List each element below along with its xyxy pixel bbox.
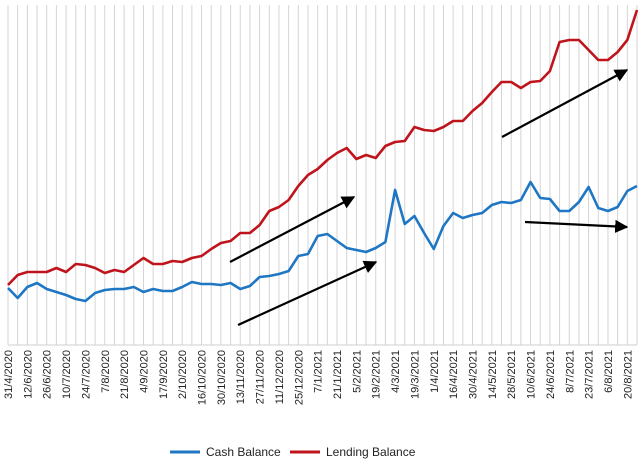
lines: [7, 9, 639, 303]
x-tick-label: 10/7/2020: [61, 350, 73, 399]
x-tick-label: 30/10/2020: [216, 350, 228, 405]
x-axis-labels: 31/4/2020 12/6/2020 26/6/2020 10/7/2020 24/7…: [3, 350, 634, 405]
x-tick-label: 19/2/2021: [371, 350, 383, 399]
x-tick-label: 19/3/2021: [409, 350, 421, 399]
x-tick-label: 28/5/2021: [506, 350, 518, 399]
x-tick-label: 21/8/2020: [119, 350, 131, 399]
x-tick-label: 1/4/2021: [429, 350, 441, 393]
arrow: [524, 219, 629, 234]
x-tick-label: 6/8/2021: [603, 350, 615, 393]
x-tick-label: 23/7/2021: [584, 350, 596, 399]
x-tick-label: 14/5/2021: [487, 350, 499, 399]
x-tick-label: 7/8/2020: [100, 350, 112, 393]
legend-label: Cash Balance: [206, 445, 281, 459]
x-tick-label: 12/6/2020: [22, 350, 34, 399]
x-tick-label: 13/11/2020: [235, 350, 247, 404]
x-tick-label: 31/4/2020: [3, 350, 15, 399]
x-tick-label: 7/1/2021: [313, 350, 325, 393]
legend: Cash Balance Lending Balance: [170, 445, 416, 459]
x-tick-label: 4/3/2021: [390, 350, 402, 393]
x-tick-label: 21/1/2021: [332, 350, 344, 399]
x-tick-label: 16/10/2020: [197, 350, 209, 405]
x-tick-label: 17/9/2020: [158, 350, 170, 399]
x-tick-label: 4/9/2020: [138, 350, 150, 393]
x-tick-label: 25/12/2020: [293, 350, 305, 405]
x-tick-label: 5/2/2021: [351, 350, 363, 393]
arrow: [229, 196, 356, 263]
arrow: [237, 260, 378, 327]
x-tick-label: 30/4/2021: [467, 350, 479, 399]
x-tick-label: 24/7/2020: [80, 350, 92, 399]
annotation-arrows: [229, 69, 629, 327]
x-tick-label: 20/8/2021: [622, 350, 634, 399]
x-tick-label: 10/6/2021: [526, 350, 538, 399]
arrow: [501, 69, 629, 138]
x-tick-label: 16/4/2021: [448, 350, 460, 399]
x-tick-label: 11/12/2020: [274, 350, 286, 404]
x-tick-label: 26/6/2020: [42, 350, 54, 399]
x-tick-label: 2/10/2020: [177, 350, 189, 399]
series-line: [7, 9, 639, 286]
x-tick-label: 24/6/2021: [545, 350, 557, 399]
legend-label: Lending Balance: [326, 445, 416, 459]
series-line: [7, 180, 638, 303]
x-tick-label: 8/7/2021: [564, 350, 576, 393]
x-tick-label: 27/11/2020: [255, 350, 267, 404]
grid: [7, 5, 638, 346]
